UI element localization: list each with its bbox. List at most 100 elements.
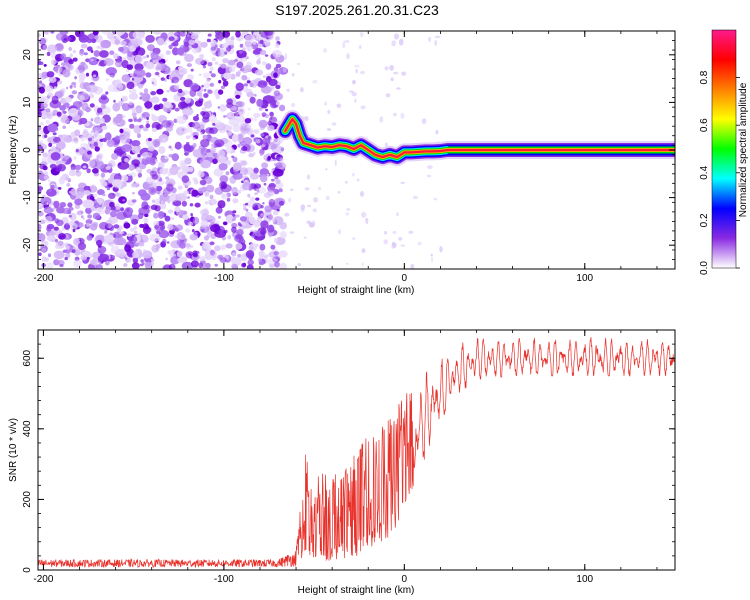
noise-blob [258,250,265,258]
y-tick-label: 20 [22,49,33,61]
noise-blob [132,182,140,189]
noise-blob [68,108,79,117]
noise-blob [63,136,73,143]
noise-blob [188,166,194,172]
noise-blob [116,56,120,59]
noise-blob [50,184,55,190]
noise-blob [344,40,350,43]
noise-blob [145,123,151,128]
noise-blob [204,191,210,197]
colorbar-tick-label: 0.2 [699,213,710,227]
noise-blob [142,226,151,234]
noise-blob [73,259,82,268]
noise-blob [147,137,152,142]
noise-blob [56,219,64,227]
noise-blob [184,157,192,165]
noise-blob [58,177,65,185]
noise-blob [57,187,62,190]
noise-blob [50,152,61,161]
noise-blob [104,208,110,215]
noise-blob [187,221,194,227]
noise-blob [96,45,101,49]
noise-blob [210,249,215,256]
noise-blob [248,187,253,191]
noise-blob [202,134,208,140]
noise-blob [272,168,284,177]
noise-blob [143,88,149,94]
noise-blob [217,106,220,109]
noise-blob [87,150,92,155]
noise-blob [433,197,438,201]
noise-blob [59,264,64,268]
noise-blob [241,74,248,81]
noise-blob [164,156,168,160]
noise-blob [253,117,257,122]
noise-blob [260,205,264,209]
noise-blob [174,141,182,150]
noise-blob [100,94,107,101]
noise-blob [161,120,172,128]
noise-blob [69,212,77,221]
noise-blob [71,249,76,253]
noise-blob [354,64,360,68]
noise-blob [99,117,105,124]
noise-blob [259,168,270,177]
noise-blob [383,239,389,245]
noise-blob [199,95,203,99]
noise-blob [57,240,64,247]
spectrogram-ylabel: Frequency (Hz) [8,116,19,185]
noise-blob [199,54,205,59]
noise-blob [131,112,137,117]
noise-blob [53,86,57,90]
noise-blob [400,181,406,184]
noise-blob [227,112,235,119]
noise-blob [158,146,166,154]
noise-blob [257,204,261,209]
noise-blob [59,235,63,240]
noise-blob [117,31,122,37]
noise-blob [167,199,171,204]
noise-blob [232,252,237,257]
noise-blob [105,78,110,81]
noise-blob [238,112,242,115]
noise-blob [123,222,131,229]
noise-blob [188,39,196,46]
noise-blob [421,118,427,124]
noise-blob [138,212,144,219]
noise-blob [189,82,200,91]
noise-blob [247,131,253,135]
noise-blob [190,213,193,217]
noise-blob [166,90,170,93]
noise-blob [39,203,43,207]
noise-blob [117,161,130,170]
noise-blob [184,97,191,104]
noise-blob [202,161,208,166]
noise-blob [95,264,103,269]
noise-blob [186,145,194,153]
noise-blob [288,197,291,203]
noise-blob [116,211,127,220]
noise-blob [234,158,238,162]
noise-blob [38,210,44,217]
noise-blob [133,125,142,134]
noise-blob [212,122,216,126]
noise-blob [152,138,161,148]
noise-blob [255,138,261,144]
snr-ylabel: SNR (10 * v/v) [8,418,19,482]
noise-blob [355,68,358,74]
noise-blob [221,193,228,200]
noise-blob [359,32,364,38]
noise-blob [200,41,208,48]
noise-blob [80,31,85,36]
noise-blob [46,202,49,205]
noise-blob [158,161,165,169]
noise-blob [105,91,109,95]
noise-blob [109,210,117,218]
noise-blob [92,74,97,78]
noise-blob [154,71,160,76]
noise-blob [54,259,62,265]
noise-blob [98,208,106,215]
noise-blob [259,153,263,157]
noise-blob [225,243,233,249]
